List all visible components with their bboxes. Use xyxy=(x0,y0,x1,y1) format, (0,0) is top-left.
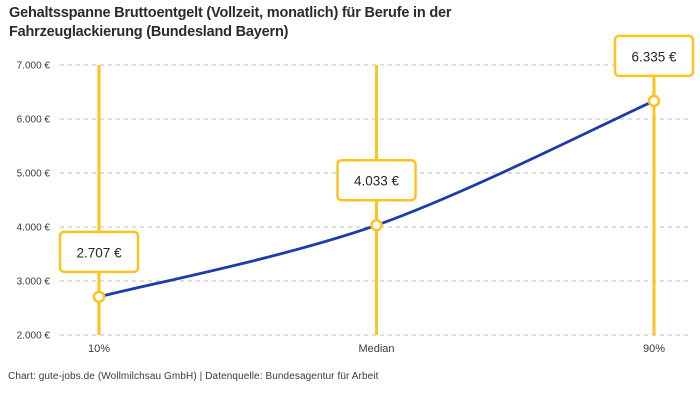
chart-title-line2: Fahrzeuglackierung (Bundesland Bayern) xyxy=(9,24,289,40)
y-tick-label: 7.000 € xyxy=(17,61,51,72)
y-tick-label: 4.000 € xyxy=(17,223,51,234)
y-tick-label: 6.000 € xyxy=(17,115,51,126)
chart-footer-attribution: Chart: gute-jobs.de (Wollmilchsau GmbH) … xyxy=(8,371,379,382)
y-tick-label: 2.000 € xyxy=(17,331,51,342)
y-tick-label: 3.000 € xyxy=(17,277,51,288)
x-tick-label: 10% xyxy=(88,343,110,355)
value-label-box xyxy=(336,158,417,202)
value-label-box xyxy=(613,34,695,78)
chart-title: Gehaltsspanne Bruttoentgelt (Vollzeit, m… xyxy=(9,4,452,42)
value-label: 2.707 € xyxy=(76,245,122,260)
x-tick-label: 90% xyxy=(643,343,665,355)
data-point-marker xyxy=(370,218,383,232)
x-tick-label: Median xyxy=(358,343,394,355)
value-label: 4.033 € xyxy=(354,174,400,189)
y-tick-label: 5.000 € xyxy=(17,169,51,180)
data-point-marker xyxy=(647,94,661,108)
data-point-marker xyxy=(92,290,106,304)
value-label-box xyxy=(58,230,140,274)
value-label: 6.335 € xyxy=(631,49,677,64)
chart-title-line1: Gehaltsspanne Bruttoentgelt (Vollzeit, m… xyxy=(9,5,452,21)
